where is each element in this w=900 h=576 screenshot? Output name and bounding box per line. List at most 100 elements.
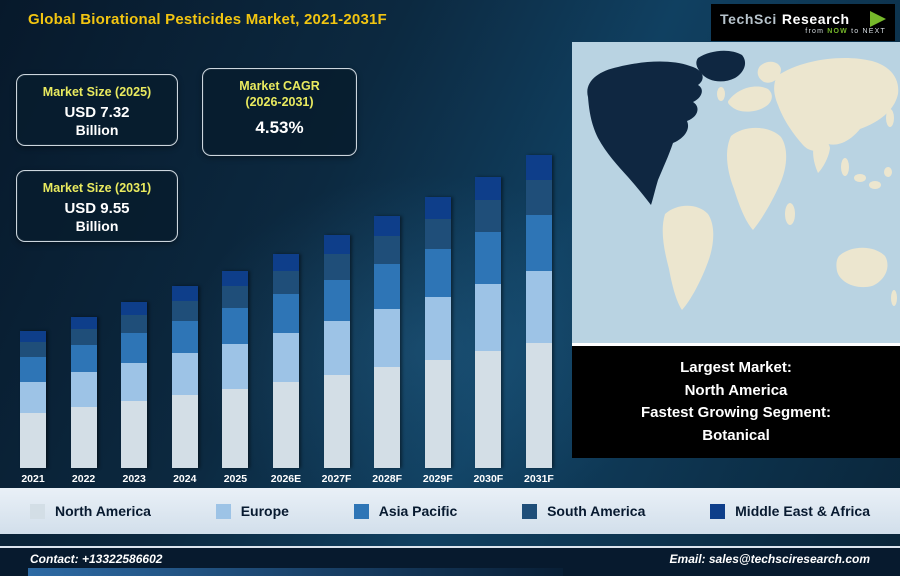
bar-segment-asia-pacific xyxy=(20,356,46,382)
island-japan xyxy=(886,109,894,127)
bar-segment-middle-east-africa xyxy=(525,155,552,181)
region-scandinavia xyxy=(757,61,781,83)
legend-item-asia-pacific: Asia Pacific xyxy=(353,503,458,519)
bar-column-2021: 2021 xyxy=(12,331,54,486)
bar-segment-north-america xyxy=(171,395,198,468)
continent-south-america xyxy=(662,205,714,310)
bar-segment-middle-east-africa xyxy=(272,253,299,271)
stat-value: 4.53% xyxy=(255,117,304,137)
bar-stack xyxy=(374,216,401,468)
stat-value: USD 9.55 xyxy=(64,200,130,218)
bar-segment-south-america xyxy=(70,328,97,346)
stat-label: Market CAGR xyxy=(239,79,320,93)
bar-segment-south-america xyxy=(525,180,552,215)
legend-label: North America xyxy=(55,503,151,519)
info-panel: Largest Market: North America Fastest Gr… xyxy=(572,343,900,458)
bar-stack xyxy=(222,270,249,469)
bar-segment-middle-east-africa xyxy=(424,197,451,219)
bar-segment-asia-pacific xyxy=(525,214,552,271)
x-axis-label: 2023 xyxy=(122,473,146,485)
chart-panel: Market Size (2025) USD 7.32 Billion Mark… xyxy=(0,42,572,488)
legend-swatch-icon xyxy=(353,503,369,519)
continent-australia xyxy=(836,247,888,288)
x-axis-label: 2025 xyxy=(223,473,248,485)
x-axis-label: 2029F xyxy=(422,473,453,485)
x-axis-label: 2026E xyxy=(270,473,302,485)
island-borneo xyxy=(854,174,866,182)
bar-segment-north-america xyxy=(475,351,502,468)
bar-stack xyxy=(272,253,299,468)
x-axis-label: 2030F xyxy=(473,473,504,485)
bar-stack xyxy=(475,176,502,469)
legend-label: Middle East & Africa xyxy=(735,503,870,519)
bar-segment-south-america xyxy=(121,314,148,333)
contact-text: Contact: +13322586602 xyxy=(30,552,163,566)
legend-swatch-icon xyxy=(215,503,231,519)
bar-segment-north-america xyxy=(20,413,46,468)
bar-column-2031F: 2031F xyxy=(518,155,560,486)
logo-wordmark: TechSci Research xyxy=(720,11,886,27)
stat-market-size-2031: Market Size (2031) USD 9.55 Billion xyxy=(16,170,178,242)
techsci-logo: TechSci Research from NOW to NEXT xyxy=(711,4,895,41)
bar-segment-middle-east-africa xyxy=(374,216,401,237)
bar-segment-south-america xyxy=(222,286,249,308)
logo-tagline: from NOW to NEXT xyxy=(720,28,886,35)
bar-stack xyxy=(171,286,198,468)
stat-value-unit: Billion xyxy=(75,218,119,235)
bar-stack xyxy=(70,316,97,469)
continent-africa xyxy=(727,127,787,230)
bar-column-2027F: 2027F xyxy=(316,235,358,486)
x-axis-label: 2028F xyxy=(372,473,403,485)
logo-tagline-prefix: from xyxy=(805,28,825,35)
bar-segment-europe xyxy=(272,332,299,383)
bar-segment-middle-east-africa xyxy=(20,331,46,342)
bar-column-2030F: 2030F xyxy=(467,176,509,487)
bar-column-2023: 2023 xyxy=(113,301,155,486)
bar-segment-north-america xyxy=(323,374,350,468)
bar-segment-europe xyxy=(374,309,401,368)
x-axis-label: 2027F xyxy=(321,473,352,485)
bar-segment-europe xyxy=(424,297,451,360)
bar-segment-europe xyxy=(222,343,249,389)
bar-segment-south-america xyxy=(475,199,502,232)
bar-column-2029F: 2029F xyxy=(417,197,459,486)
legend-label: Europe xyxy=(240,503,289,519)
bar-segment-middle-east-africa xyxy=(222,270,249,287)
bar-stack xyxy=(20,331,46,468)
bar-segment-asia-pacific xyxy=(171,320,198,354)
bar-segment-middle-east-africa xyxy=(323,235,350,254)
legend-label: Asia Pacific xyxy=(378,503,458,519)
stat-label-line2: (2026-2031) xyxy=(245,95,314,110)
legend-swatch-icon xyxy=(522,503,538,519)
stat-market-cagr: Market CAGR (2026-2031) 4.53% xyxy=(202,68,357,156)
bar-segment-north-america xyxy=(272,382,299,468)
bar-segment-europe xyxy=(475,284,502,352)
bar-segment-south-america xyxy=(171,300,198,321)
bar-segment-south-america xyxy=(20,341,46,357)
x-axis-label: 2022 xyxy=(71,473,96,485)
stat-label: Market Size (2025) xyxy=(42,85,152,99)
info-largest-market-label: Largest Market: xyxy=(680,359,792,376)
bar-segment-south-america xyxy=(323,254,350,280)
x-axis-label: 2024 xyxy=(173,473,197,485)
island-new-guinea xyxy=(869,181,881,189)
bar-stack xyxy=(121,301,148,468)
logo-brand-primary: TechSci xyxy=(720,11,777,27)
info-fastest-segment-label: Fastest Growing Segment: xyxy=(640,404,832,421)
island-philippines xyxy=(884,167,892,177)
island-uk xyxy=(717,87,725,101)
stat-label: Market Size (2031) xyxy=(42,181,152,195)
legend-item-middle-east-africa: Middle East & Africa xyxy=(710,503,870,519)
bar-segment-middle-east-africa xyxy=(70,316,97,329)
bar-column-2024: 2024 xyxy=(164,286,206,486)
legend-item-europe: Europe xyxy=(215,503,289,519)
logo-tagline-now: NOW xyxy=(827,28,848,35)
bar-segment-middle-east-africa xyxy=(171,286,198,301)
stat-value: USD 7.32 xyxy=(64,104,130,122)
bar-segment-asia-pacific xyxy=(424,248,451,298)
bar-column-2026E: 2026E xyxy=(265,253,307,487)
footer-accent-bar xyxy=(28,568,563,576)
bar-segment-north-america xyxy=(424,359,451,468)
legend-item-north-america: North America xyxy=(30,503,151,519)
bar-segment-north-america xyxy=(222,388,249,468)
